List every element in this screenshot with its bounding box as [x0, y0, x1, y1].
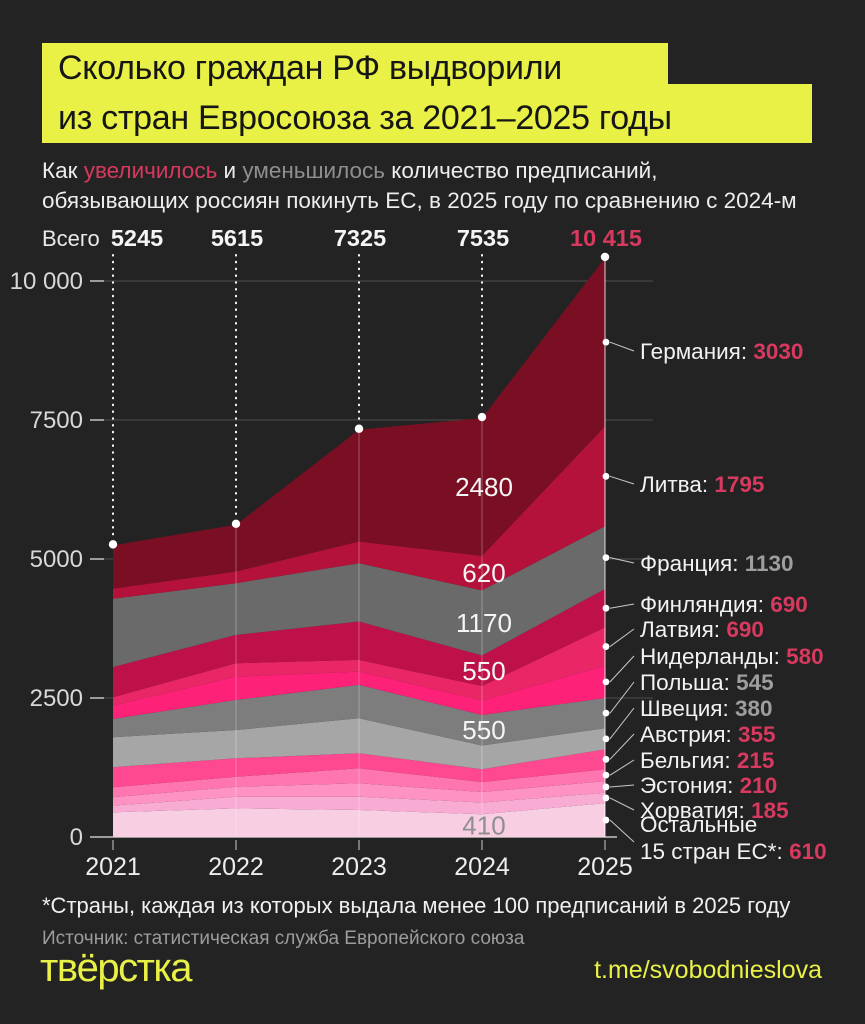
- leader-line: [609, 475, 635, 485]
- total-dot: [231, 519, 241, 529]
- area-series-8: [113, 749, 605, 788]
- leader-line: [609, 733, 635, 760]
- country-label: Хорватия: 185: [640, 798, 789, 823]
- series-dot: [602, 472, 610, 480]
- y-tick-label: 0: [70, 824, 83, 851]
- total-value: 7535: [457, 225, 509, 251]
- total-value: 5615: [211, 225, 263, 251]
- subtitle-suffix: количество предписаний,: [385, 158, 658, 183]
- inline-value-label: 2480: [455, 472, 513, 502]
- leader-line: [609, 784, 635, 788]
- series-dot: [602, 643, 610, 650]
- x-tick-label: 2024: [454, 853, 510, 881]
- series-dot: [602, 604, 610, 612]
- inline-value-label: 1170: [456, 608, 512, 638]
- leader-line: [609, 557, 635, 564]
- total-dot: [600, 252, 610, 262]
- total-value: 10 415: [570, 225, 642, 251]
- series-dot: [602, 709, 610, 717]
- country-label: Швеция: 380: [640, 696, 773, 721]
- subtitle-conjunction: и: [217, 158, 243, 183]
- country-label: Австрия: 355: [640, 722, 776, 747]
- inline-value-label: 410: [462, 811, 505, 841]
- leader-line: [609, 797, 635, 811]
- y-tick-label: 10 000: [10, 268, 83, 295]
- country-label: Финляндия: 690: [640, 592, 808, 617]
- source-credit: Источник: статистическая служба Европейс…: [42, 928, 525, 949]
- subtitle-line2: обязывающих россиян покинуть ЕС, в 2025 …: [42, 188, 797, 213]
- subtitle-line1: Как увеличилось и уменьшилось количество…: [42, 156, 842, 186]
- totals-label: Всего: [42, 226, 100, 251]
- country-label: 15 стран ЕС*: 610: [640, 839, 827, 864]
- leader-line: [609, 759, 635, 776]
- telegram-link[interactable]: t.me/svobodnieslova: [594, 956, 822, 984]
- total-dot: [477, 412, 487, 422]
- inline-value-label: 550: [462, 656, 505, 686]
- subtitle-increase-word: увеличилось: [83, 158, 218, 183]
- leader-line: [609, 603, 635, 609]
- page-title-line1: Сколько граждан РФ выдворили: [58, 49, 562, 87]
- footnote: *Страны, каждая из которых выдала менее …: [42, 893, 791, 918]
- x-tick-label: 2025: [577, 853, 633, 881]
- title-notch: [668, 43, 812, 84]
- area-series-5: [113, 665, 605, 719]
- series-dot: [602, 771, 610, 779]
- country-label: Франция: 1130: [640, 551, 794, 576]
- leader-line: [609, 681, 635, 714]
- leader-line: [609, 655, 635, 683]
- area-series-0: [113, 257, 605, 589]
- series-dot: [602, 783, 610, 791]
- series-dot: [602, 554, 610, 562]
- country-label: Нидерланды: 580: [640, 644, 824, 669]
- page-title-line2: из стран Евросоюза за 2021–2025 годы: [58, 99, 672, 137]
- inline-value-label: 620: [462, 558, 505, 588]
- x-tick-label: 2022: [208, 853, 264, 881]
- title-block: Сколько граждан РФ выдворили из стран Ев…: [42, 43, 812, 143]
- country-label: Германия: 3030: [640, 339, 803, 364]
- country-label: Бельгия: 215: [640, 748, 774, 773]
- area-series-12: [113, 803, 605, 837]
- subtitle-prefix: Как: [42, 158, 84, 183]
- area-series-3: [113, 589, 605, 698]
- country-label: Литва: 1795: [640, 472, 764, 497]
- total-value: 7325: [334, 225, 386, 251]
- country-label: Польша: 545: [640, 670, 774, 695]
- verstka-logo: твёрстка: [40, 946, 193, 990]
- area-series-11: [113, 792, 605, 815]
- series-dot: [602, 338, 610, 346]
- area-series-6: [113, 684, 605, 746]
- total-value: 5245: [111, 225, 163, 251]
- subtitle-decrease-word: уменьшилось: [242, 158, 385, 183]
- total-dot: [354, 424, 364, 433]
- series-dot: [602, 678, 610, 686]
- series-dot: [602, 816, 610, 824]
- area-series-2: [113, 526, 605, 668]
- leader-line: [609, 707, 635, 740]
- area-series-10: [113, 781, 605, 806]
- leader-line: [609, 819, 635, 843]
- y-tick-label: 5000: [30, 546, 83, 573]
- area-series-9: [113, 768, 605, 798]
- total-dot: [108, 540, 118, 549]
- x-tick-label: 2023: [331, 853, 387, 881]
- inline-value-label: 550: [462, 715, 505, 745]
- area-series-4: [113, 627, 605, 706]
- series-dot: [602, 735, 610, 743]
- country-label: Эстония: 210: [640, 773, 777, 798]
- y-tick-label: 7500: [30, 407, 83, 434]
- area-series-7: [113, 718, 605, 770]
- series-dot: [602, 755, 610, 763]
- country-label: Остальные: [640, 812, 757, 837]
- y-tick-label: 2500: [30, 685, 83, 712]
- series-dot: [602, 794, 610, 802]
- country-label: Латвия: 690: [640, 617, 764, 642]
- x-tick-label: 2021: [85, 853, 141, 881]
- leader-line: [609, 341, 635, 352]
- subtitle: Как увеличилось и уменьшилось количество…: [42, 156, 842, 216]
- leader-line: [609, 628, 635, 647]
